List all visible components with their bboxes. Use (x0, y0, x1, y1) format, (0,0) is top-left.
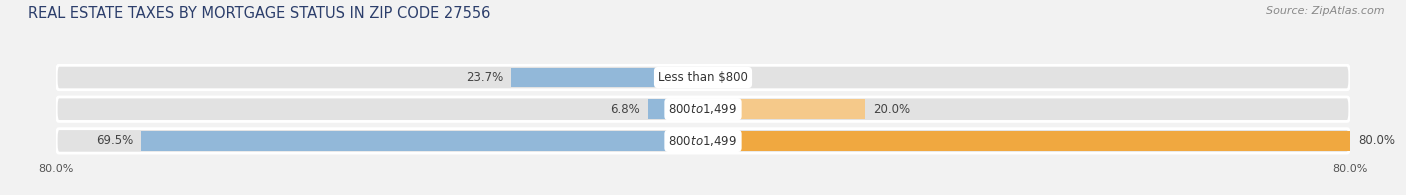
Bar (648, 99, 703, 119)
Bar (141, 131, 703, 151)
Text: REAL ESTATE TAXES BY MORTGAGE STATUS IN ZIP CODE 27556: REAL ESTATE TAXES BY MORTGAGE STATUS IN … (28, 6, 491, 21)
Text: 20.0%: 20.0% (873, 103, 910, 116)
Text: 69.5%: 69.5% (96, 134, 134, 147)
Text: 23.7%: 23.7% (465, 71, 503, 84)
Text: 80.0%: 80.0% (1358, 134, 1395, 147)
Bar (703, 99, 865, 119)
Bar (512, 68, 703, 87)
Bar (703, 131, 1350, 151)
Text: $800 to $1,499: $800 to $1,499 (668, 102, 738, 116)
FancyBboxPatch shape (56, 65, 1350, 90)
Text: Source: ZipAtlas.com: Source: ZipAtlas.com (1267, 6, 1385, 16)
Text: Less than $800: Less than $800 (658, 71, 748, 84)
FancyBboxPatch shape (56, 129, 1350, 153)
Text: 6.8%: 6.8% (610, 103, 640, 116)
Text: $800 to $1,499: $800 to $1,499 (668, 134, 738, 148)
FancyBboxPatch shape (56, 97, 1350, 121)
Text: 0.0%: 0.0% (711, 71, 741, 84)
